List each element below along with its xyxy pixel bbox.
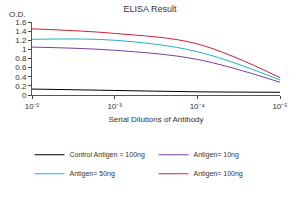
svg-text:1.6: 1.6 [15,18,27,27]
svg-text:Control Antigen = 100ng: Control Antigen = 100ng [70,151,145,159]
svg-text:ELISA Result: ELISA Result [123,4,177,14]
svg-text:Antigen= 100ng: Antigen= 100ng [194,170,243,178]
svg-text:0.6: 0.6 [15,63,27,72]
svg-text:1.2: 1.2 [15,36,27,45]
svg-text:10⁻⁵: 10⁻⁵ [272,102,287,111]
svg-text:10⁻²: 10⁻² [25,102,40,111]
svg-text:1: 1 [22,45,27,54]
svg-text:O.D.: O.D. [9,10,25,19]
svg-text:0.2: 0.2 [15,82,27,91]
svg-text:10⁻³: 10⁻³ [107,102,122,111]
svg-text:10⁻⁴: 10⁻⁴ [190,102,206,111]
svg-text:1.4: 1.4 [15,27,27,36]
svg-text:0: 0 [22,91,27,100]
svg-text:Antigen= 50ng: Antigen= 50ng [70,170,115,178]
svg-text:0.4: 0.4 [15,73,27,82]
svg-text:Serial Dilutions of Antibody: Serial Dilutions of Antibody [108,115,203,124]
svg-text:Antigen= 10ng: Antigen= 10ng [194,151,239,159]
svg-text:0.8: 0.8 [15,54,27,63]
